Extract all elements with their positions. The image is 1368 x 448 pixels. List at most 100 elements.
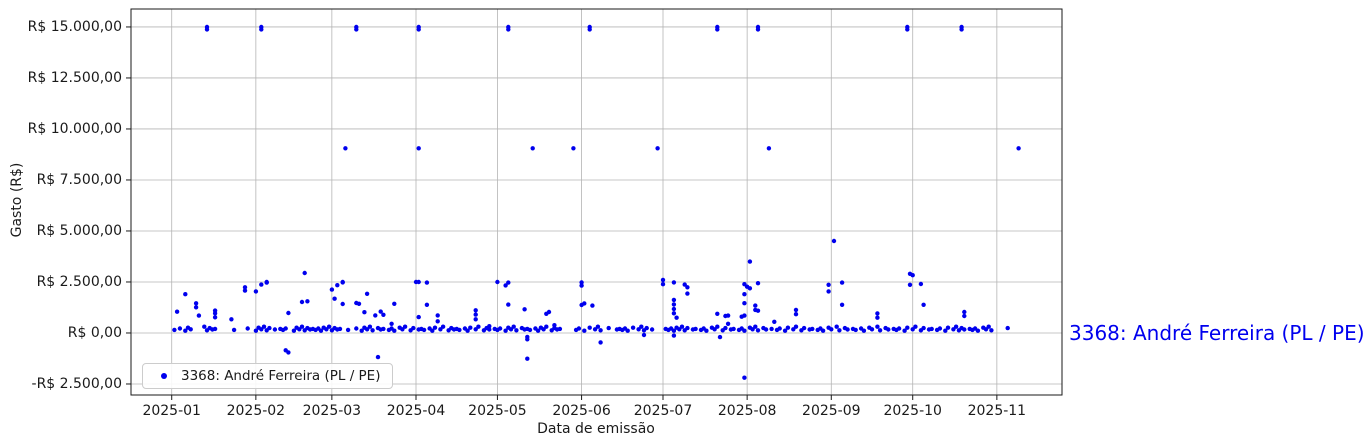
data-point xyxy=(231,327,237,333)
data-point xyxy=(299,324,305,329)
data-point xyxy=(196,313,202,318)
x-tick-label: 2025-08 xyxy=(717,403,777,419)
data-point xyxy=(834,324,839,329)
data-point xyxy=(576,326,582,331)
data-point xyxy=(1016,146,1021,151)
data-point xyxy=(877,328,883,333)
data-point xyxy=(693,326,698,332)
data-point xyxy=(440,324,446,329)
data-point xyxy=(506,302,511,307)
data-point xyxy=(283,326,288,331)
data-point xyxy=(660,282,666,287)
data-point xyxy=(476,324,481,329)
plot-border xyxy=(130,8,1063,396)
data-point xyxy=(839,280,845,285)
y-tick-label: R$ 5.000,00 xyxy=(36,222,122,239)
data-point xyxy=(340,301,345,307)
series-end-label: 3368: André Ferreira (PL / PE) xyxy=(1069,321,1365,345)
data-point xyxy=(503,328,508,333)
data-point xyxy=(535,328,541,333)
data-point xyxy=(829,327,834,332)
data-point xyxy=(267,325,272,331)
data-point xyxy=(725,313,731,318)
data-point xyxy=(810,326,815,332)
data-point xyxy=(671,328,677,333)
data-point xyxy=(364,327,370,332)
data-point xyxy=(755,308,761,313)
data-point xyxy=(630,325,636,330)
data-point xyxy=(511,324,516,329)
data-point xyxy=(212,315,218,320)
data-point xyxy=(747,259,753,264)
data-point xyxy=(587,325,592,330)
data-point xyxy=(546,309,552,315)
data-point xyxy=(742,301,747,306)
data-point xyxy=(473,312,478,317)
data-point xyxy=(896,326,902,331)
data-point xyxy=(465,328,470,333)
data-point xyxy=(595,324,601,329)
data-point xyxy=(598,328,603,333)
data-point xyxy=(378,309,383,314)
data-point xyxy=(579,280,584,285)
data-point xyxy=(183,292,188,297)
data-point xyxy=(755,281,761,286)
data-point xyxy=(826,289,831,294)
data-point xyxy=(742,328,747,333)
data-point xyxy=(929,326,934,332)
data-point xyxy=(530,146,535,151)
data-point xyxy=(913,324,918,329)
data-point xyxy=(272,327,278,332)
data-point xyxy=(202,324,207,329)
data-point xyxy=(527,327,533,333)
data-point xyxy=(229,317,234,322)
data-point xyxy=(582,301,587,306)
data-point xyxy=(820,328,826,333)
data-point xyxy=(671,297,677,303)
data-point xyxy=(473,317,478,322)
data-point xyxy=(763,327,769,332)
data-point xyxy=(831,238,837,244)
data-point xyxy=(506,280,511,285)
data-point xyxy=(793,307,799,313)
data-point xyxy=(522,307,527,312)
data-point xyxy=(457,327,462,333)
data-point xyxy=(193,305,199,310)
data-point xyxy=(715,311,720,316)
data-point xyxy=(291,328,297,333)
data-point xyxy=(943,328,948,333)
data-point xyxy=(495,279,500,285)
data-point xyxy=(921,302,926,307)
data-point xyxy=(845,327,850,332)
data-point xyxy=(671,333,677,338)
data-point xyxy=(193,301,199,306)
data-point xyxy=(468,325,473,330)
data-point xyxy=(305,299,310,304)
data-point xyxy=(685,285,690,290)
data-point xyxy=(375,354,381,360)
data-point xyxy=(590,303,595,308)
data-point xyxy=(259,27,264,32)
data-point xyxy=(772,319,777,324)
data-point xyxy=(902,328,907,333)
data-point xyxy=(430,328,435,333)
data-point xyxy=(649,327,655,332)
data-point xyxy=(962,327,967,332)
data-point xyxy=(503,283,508,288)
data-point xyxy=(359,328,364,333)
data-point xyxy=(910,273,915,278)
data-point xyxy=(905,27,910,32)
y-tick-label: R$ 10.000,00 xyxy=(27,120,122,137)
data-point xyxy=(742,292,747,297)
data-point xyxy=(514,328,519,333)
data-point xyxy=(682,282,687,287)
data-point xyxy=(587,27,592,32)
x-tick-label: 2025-09 xyxy=(802,403,861,419)
data-point xyxy=(299,299,305,305)
data-point xyxy=(679,324,685,329)
data-point xyxy=(975,328,981,333)
y-tick-label: R$ 0,00 xyxy=(67,324,122,341)
data-point xyxy=(525,356,530,361)
y-tick-label: -R$ 2.500,00 xyxy=(31,375,122,392)
data-point xyxy=(416,146,421,151)
